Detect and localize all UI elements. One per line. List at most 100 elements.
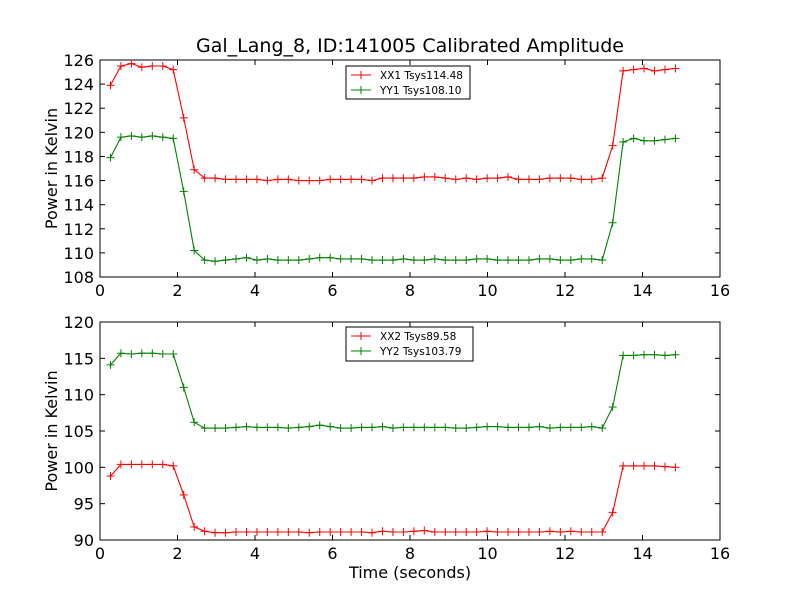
data-point bbox=[284, 424, 293, 433]
data-point bbox=[242, 528, 251, 537]
x-tick-label: 6 bbox=[327, 544, 337, 563]
data-point bbox=[587, 422, 596, 431]
data-point bbox=[336, 254, 345, 263]
data-point bbox=[148, 460, 157, 469]
data-point bbox=[284, 528, 293, 537]
data-point bbox=[598, 528, 607, 537]
legend-label: YY1 Tsys108.10 bbox=[379, 85, 461, 97]
data-point bbox=[483, 527, 492, 536]
data-point bbox=[629, 351, 638, 360]
legend-box bbox=[345, 326, 474, 362]
data-point bbox=[629, 461, 638, 470]
x-tick-label: 4 bbox=[250, 281, 260, 300]
data-point bbox=[315, 528, 324, 537]
data-point bbox=[556, 174, 565, 183]
data-point bbox=[524, 423, 533, 432]
legend-label: XX2 Tsys89.58 bbox=[380, 331, 456, 343]
data-point bbox=[347, 175, 356, 184]
data-point bbox=[211, 174, 220, 183]
data-point bbox=[116, 62, 125, 71]
data-point bbox=[294, 528, 303, 537]
data-point bbox=[378, 174, 387, 183]
data-point bbox=[200, 527, 209, 536]
data-point bbox=[336, 528, 345, 537]
data-point bbox=[493, 174, 502, 183]
x-tick-label: 8 bbox=[405, 281, 415, 300]
data-point bbox=[357, 175, 366, 184]
data-point bbox=[671, 463, 680, 472]
data-point bbox=[493, 256, 502, 265]
legend-entry: XX2 Tsys89.58 bbox=[351, 331, 456, 343]
data-point bbox=[388, 174, 397, 183]
data-point bbox=[357, 254, 366, 263]
data-point bbox=[347, 254, 356, 263]
x-tick-label: 12 bbox=[555, 281, 575, 300]
data-point bbox=[305, 422, 314, 431]
y-tick-label: 118 bbox=[63, 147, 94, 166]
data-point bbox=[273, 175, 282, 184]
data-point bbox=[545, 174, 554, 183]
data-point bbox=[127, 460, 136, 469]
data-point bbox=[462, 424, 471, 433]
data-point bbox=[179, 383, 188, 392]
data-point bbox=[273, 423, 282, 432]
data-point bbox=[598, 256, 607, 265]
data-point bbox=[315, 253, 324, 262]
data-point bbox=[221, 528, 230, 537]
data-point bbox=[566, 527, 575, 536]
data-point bbox=[221, 256, 230, 265]
data-point bbox=[462, 528, 471, 537]
data-point bbox=[347, 528, 356, 537]
data-point bbox=[566, 256, 575, 265]
data-point bbox=[368, 528, 377, 537]
data-point bbox=[158, 460, 167, 469]
x-tick-label: 6 bbox=[327, 281, 337, 300]
data-point bbox=[441, 174, 450, 183]
data-point bbox=[545, 424, 554, 433]
data-point bbox=[619, 351, 628, 360]
data-point bbox=[326, 422, 335, 431]
data-point bbox=[650, 350, 659, 359]
bottom-chart-panel: 0 2 4 6 8 10 12 14 16 90 95 100 105 110 115 120 Power in… bbox=[42, 313, 730, 582]
data-point bbox=[169, 349, 178, 358]
data-point bbox=[472, 175, 481, 184]
data-point bbox=[504, 528, 513, 537]
data-point bbox=[524, 256, 533, 265]
series-0 bbox=[106, 460, 680, 537]
data-point bbox=[514, 528, 523, 537]
data-point bbox=[619, 66, 628, 75]
data-point bbox=[493, 528, 502, 537]
legend: XX1 Tsys114.48 YY1 Tsys108.10 bbox=[345, 65, 471, 100]
data-point bbox=[535, 528, 544, 537]
data-point bbox=[200, 174, 209, 183]
data-point bbox=[650, 461, 659, 470]
data-point bbox=[504, 256, 513, 265]
data-point bbox=[472, 423, 481, 432]
x-tick-label: 4 bbox=[250, 544, 260, 563]
data-point bbox=[535, 254, 544, 263]
data-point bbox=[556, 423, 565, 432]
data-point bbox=[441, 423, 450, 432]
data-point bbox=[660, 462, 669, 471]
data-point bbox=[420, 526, 429, 535]
data-point bbox=[179, 490, 188, 499]
legend-entry: YY2 Tsys103.79 bbox=[351, 346, 461, 358]
data-point bbox=[420, 172, 429, 181]
data-point bbox=[493, 422, 502, 431]
series-1 bbox=[106, 131, 680, 266]
x-tick-label: 10 bbox=[477, 281, 497, 300]
data-point bbox=[116, 349, 125, 358]
data-point bbox=[190, 165, 199, 174]
data-point bbox=[556, 528, 565, 537]
data-point bbox=[347, 424, 356, 433]
data-point bbox=[462, 174, 471, 183]
data-point bbox=[451, 424, 460, 433]
x-tick-label: 10 bbox=[477, 544, 497, 563]
y-tick-label: 95 bbox=[74, 495, 94, 514]
data-point bbox=[545, 254, 554, 263]
data-point bbox=[137, 133, 146, 142]
data-point bbox=[252, 175, 261, 184]
data-point bbox=[598, 174, 607, 183]
y-tick-label: 114 bbox=[63, 196, 94, 215]
